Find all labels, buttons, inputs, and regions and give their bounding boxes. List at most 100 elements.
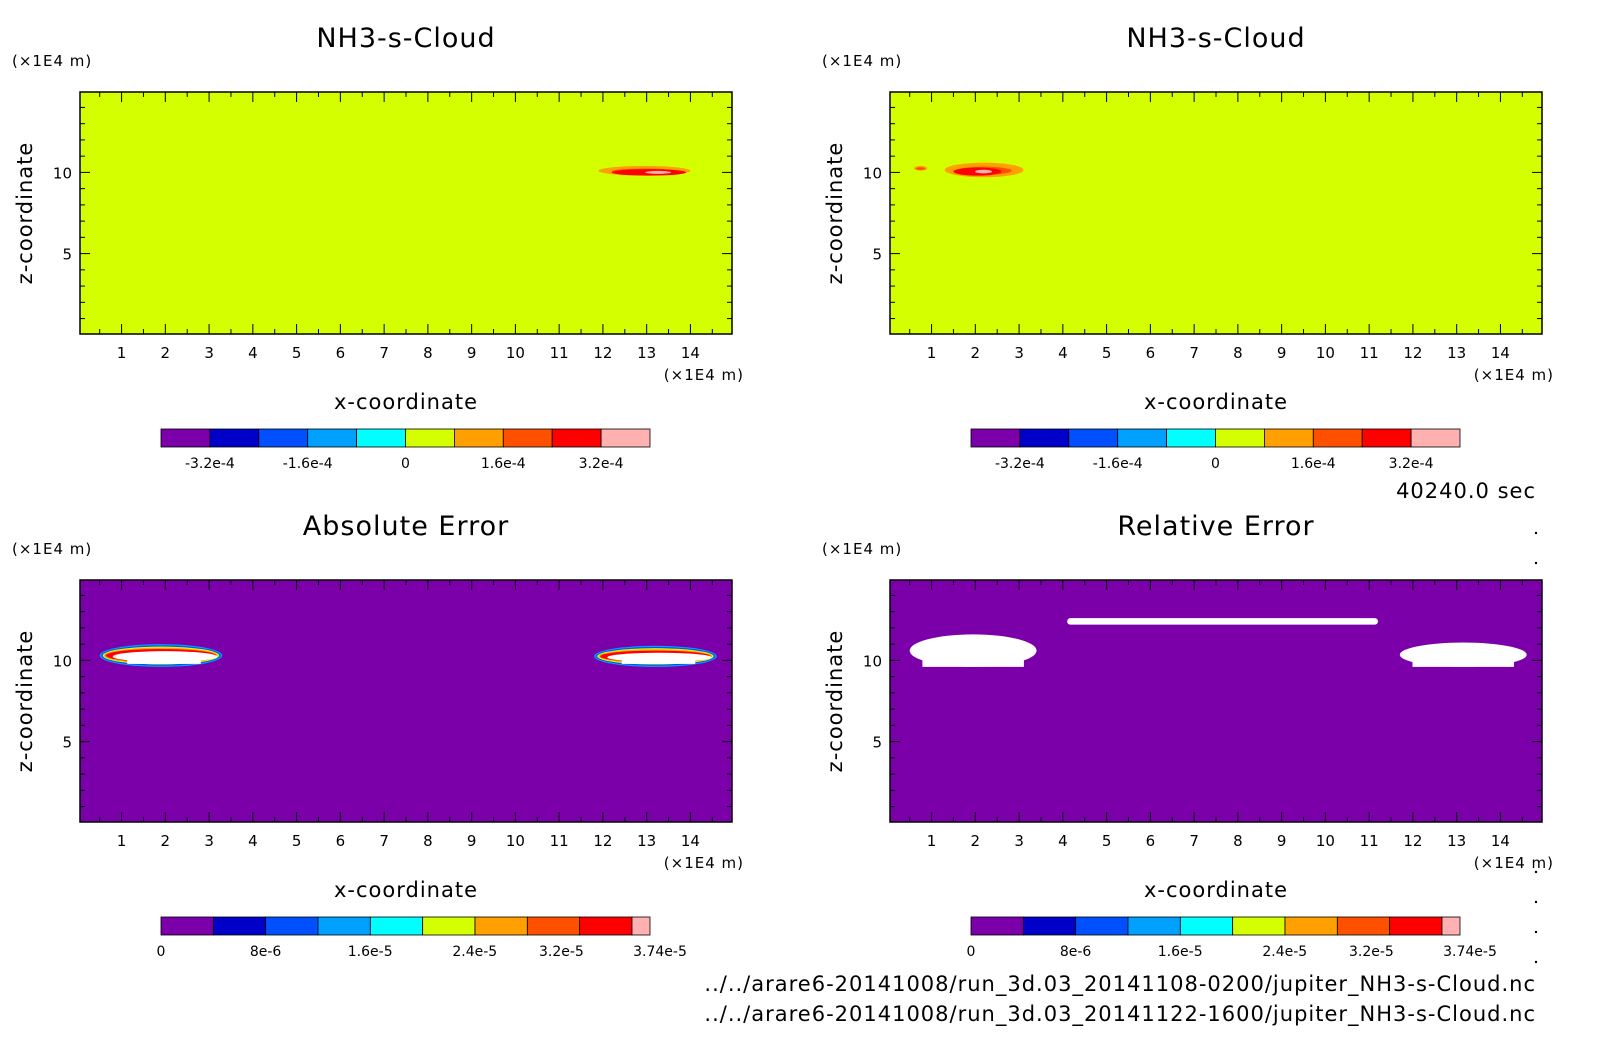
x-tick-label: 14 (681, 832, 700, 850)
colorbar-label: 1.6e-4 (481, 456, 526, 472)
y-axis-unit: (×1E4 m) (12, 52, 92, 70)
x-tick-label: 13 (1447, 832, 1466, 850)
x-tick-label: 5 (292, 344, 302, 362)
x-axis-label: x-coordinate (334, 878, 478, 902)
x-axis-unit: (×1E4 m) (664, 854, 744, 872)
x-axis-label: x-coordinate (1144, 390, 1288, 414)
plot-area-background (80, 92, 732, 334)
colorbar-swatch (1117, 428, 1167, 448)
y-axis-unit: (×1E4 m) (822, 52, 902, 70)
x-tick-label: 6 (1146, 832, 1156, 850)
plot-area-background (80, 580, 732, 822)
y-tick-label: 10 (863, 652, 882, 670)
x-tick-label: 12 (593, 344, 612, 362)
colorbar-swatch (160, 916, 214, 936)
colorbar-label: 1.6e-5 (348, 944, 393, 960)
x-tick-label: 5 (1102, 344, 1112, 362)
colorbar-swatch (970, 916, 1024, 936)
x-tick-label: 5 (1102, 832, 1112, 850)
file-path-2: ../../arare6-20141008/run_3d.03_20141122… (704, 1002, 1536, 1027)
x-tick-label: 8 (1233, 344, 1243, 362)
colorbar: 0 8e-6 1.6e-5 2.4e-5 3.2e-5 3.74e-5 (967, 916, 1497, 960)
x-axis-label: x-coordinate (1144, 878, 1288, 902)
colorbar-label: 3.2e-4 (1389, 456, 1434, 472)
y-tick-label: 5 (62, 734, 72, 752)
y-tick-label: 5 (62, 246, 72, 264)
colorbar-swatch (1410, 428, 1461, 448)
colorbar-swatch (258, 428, 309, 448)
field-features (914, 162, 1024, 178)
colorbar-label: 0 (1211, 456, 1220, 472)
colorbar-swatch (1166, 428, 1216, 448)
x-tick-label: 14 (1491, 832, 1510, 850)
colorbar-swatch (1068, 428, 1119, 448)
x-tick-label: 10 (1316, 344, 1335, 362)
colorbar-swatch (212, 916, 267, 936)
rel-error-base (1412, 654, 1514, 667)
y-axis-unit: (×1E4 m) (12, 540, 92, 558)
field-features (909, 618, 1527, 667)
colorbar-label: 3.74e-5 (633, 944, 687, 960)
x-tick-label: 4 (248, 832, 258, 850)
x-tick-label: 13 (637, 344, 656, 362)
colorbar-swatch (1215, 428, 1265, 448)
error-saturated-base (621, 658, 696, 664)
colorbar-swatch (1019, 428, 1070, 448)
x-tick-label: 7 (1189, 832, 1199, 850)
colorbar-swatch (422, 916, 476, 936)
colorbar-label: 2.4e-5 (452, 944, 497, 960)
x-tick-label: 14 (1491, 344, 1510, 362)
colorbar-label: 1.6e-4 (1291, 456, 1336, 472)
colorbar-swatch (307, 428, 358, 448)
colorbar-swatch (1336, 916, 1391, 936)
colorbar-label: 1.6e-5 (1158, 944, 1203, 960)
x-tick-label: 7 (1189, 344, 1199, 362)
x-tick-label: 1 (927, 832, 937, 850)
panel-title: Relative Error (1117, 511, 1314, 542)
y-tick-label: 5 (872, 246, 882, 264)
x-tick-label: 4 (248, 344, 258, 362)
x-tick-label: 2 (161, 344, 171, 362)
x-tick-label: 2 (161, 832, 171, 850)
x-tick-label: 1 (117, 832, 127, 850)
x-tick-label: 11 (550, 344, 569, 362)
colorbar-swatch (600, 428, 651, 448)
x-tick-label: 7 (379, 832, 389, 850)
colorbar-label: 0 (157, 944, 166, 960)
colorbar-swatch (405, 428, 455, 448)
colorbar-swatch (631, 916, 651, 936)
tick-marks (80, 92, 732, 334)
colorbar-swatch (1179, 916, 1234, 936)
colorbar-label: -3.2e-4 (995, 456, 1045, 472)
field-features (598, 165, 691, 176)
colorbar-label: -1.6e-4 (283, 456, 333, 472)
x-tick-label: 9 (1277, 344, 1287, 362)
time-label: 40240.0 sec (1396, 479, 1536, 503)
colorbar-label: 3.2e-4 (579, 456, 624, 472)
x-tick-label: 9 (467, 832, 477, 850)
panel-title: Absolute Error (303, 511, 509, 542)
rel-error-band (1067, 618, 1378, 625)
colorbar-swatch (579, 916, 633, 936)
x-tick-label: 3 (204, 832, 214, 850)
colorbar-swatch (1441, 916, 1461, 936)
panel-title: NH3-s-Cloud (1126, 23, 1305, 54)
x-tick-label: 12 (1403, 344, 1422, 362)
colorbar-swatch (1264, 428, 1314, 448)
x-tick-label: 5 (292, 832, 302, 850)
x-tick-label: 7 (379, 344, 389, 362)
y-axis-unit: (×1E4 m) (822, 540, 902, 558)
x-tick-label: 11 (1360, 832, 1379, 850)
colorbar-swatch (1361, 428, 1412, 448)
colorbar-label: 3.2e-5 (1349, 944, 1394, 960)
colorbar-swatch (551, 428, 602, 448)
x-axis-unit: (×1E4 m) (1474, 366, 1554, 384)
colorbar-label: 3.74e-5 (1443, 944, 1497, 960)
y-tick-label: 10 (53, 164, 72, 182)
file-path-1: ../../arare6-20141008/run_3d.03_20141108… (704, 972, 1536, 997)
y-axis-label: z-coordinate (13, 630, 37, 773)
colorbar-label: 8e-6 (1060, 944, 1092, 960)
